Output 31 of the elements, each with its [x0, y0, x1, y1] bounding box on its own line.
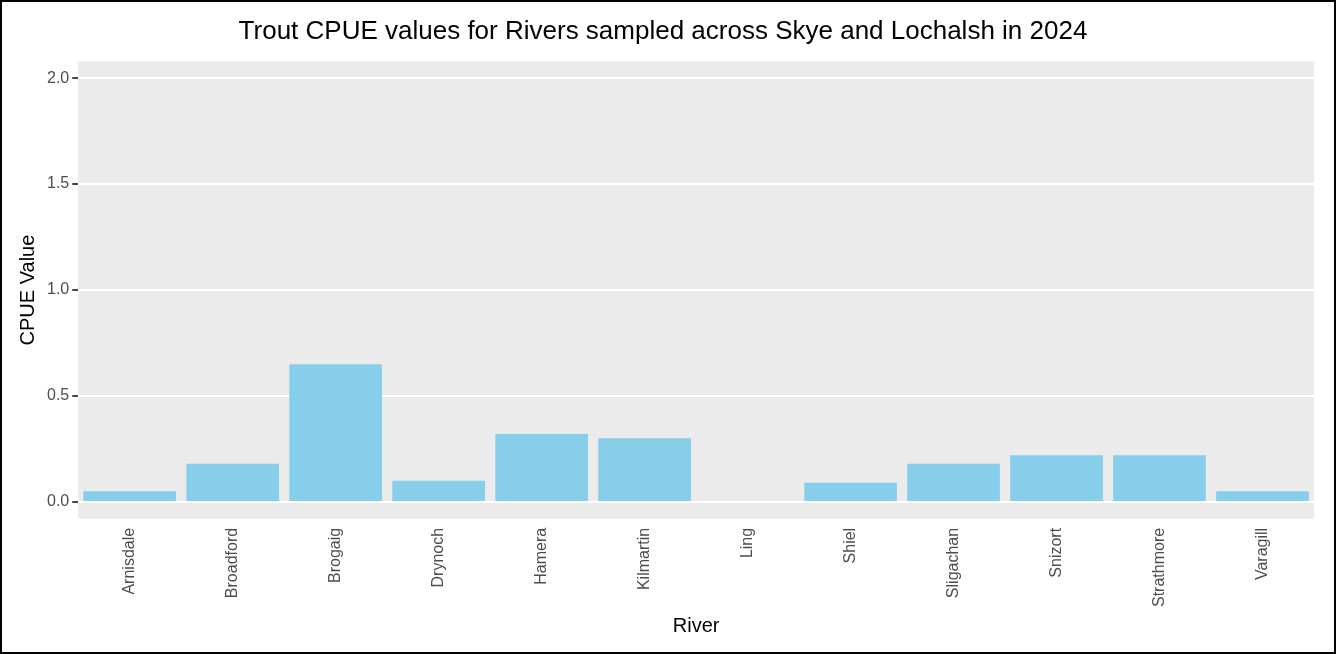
bar — [804, 482, 897, 501]
y-tick-label: 1.5 — [46, 174, 70, 192]
y-tick-label: 0.5 — [46, 386, 70, 404]
y-axis-title: CPUE Value — [15, 234, 38, 346]
x-tick-label: Sligachan — [943, 527, 961, 599]
x-tick-label: Drynoch — [429, 527, 447, 588]
x-axis-title: River — [672, 613, 720, 636]
bar — [495, 434, 588, 501]
x-tick-label: Snizort — [1046, 527, 1064, 578]
bar — [598, 438, 691, 501]
bar — [1216, 491, 1309, 501]
y-tick-label: 0.0 — [46, 492, 70, 510]
bar — [83, 491, 177, 501]
x-tick-label: Shiel — [841, 527, 858, 564]
x-tick-label: Kilmartin — [635, 527, 653, 591]
x-tick-label: Arnisdale — [120, 527, 138, 595]
y-tick-label: 1.0 — [46, 280, 70, 298]
y-tick-label: 2.0 — [46, 68, 70, 86]
bar — [1113, 455, 1206, 501]
bar — [907, 463, 1000, 501]
x-tick-label: Brogaig — [326, 527, 344, 584]
x-tick-label: Varagill — [1252, 527, 1270, 581]
x-tick-label: Strathmore — [1149, 527, 1167, 607]
x-tick-label: Broadford — [223, 527, 241, 599]
chart-title: Trout CPUE values for Rivers sampled across Skye and Lochalsh in 2024 — [238, 14, 1088, 45]
x-tick-label: Hamera — [532, 527, 550, 585]
bar — [392, 480, 486, 501]
bar — [289, 364, 383, 501]
x-tick-label: Ling — [738, 527, 756, 559]
bar — [186, 463, 280, 501]
bar — [1010, 455, 1103, 501]
